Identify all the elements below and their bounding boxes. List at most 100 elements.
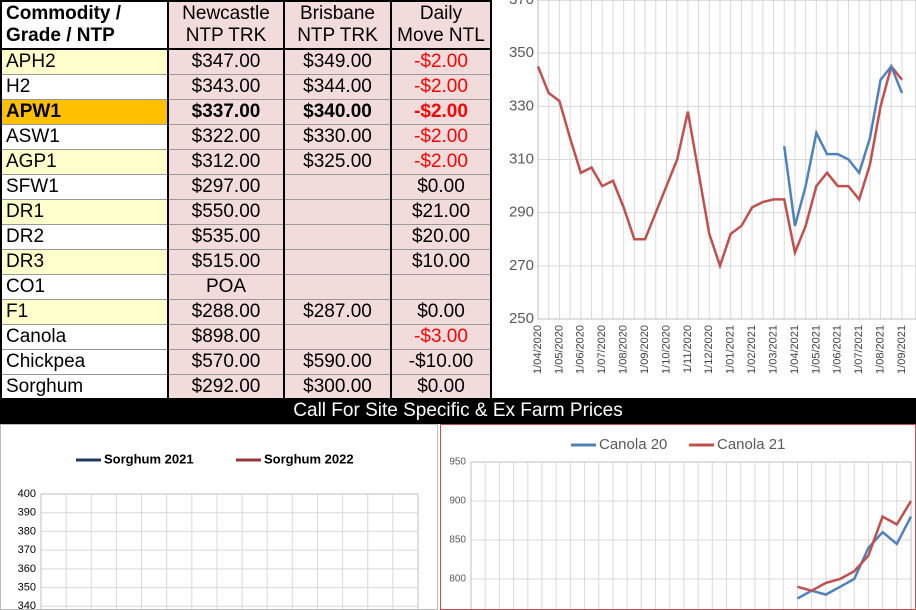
y-tick-label: 350 — [18, 581, 36, 593]
x-tick-label: 1/05/2021 — [810, 325, 822, 374]
table-row: ASW1 $322.00 $330.00 -$2.00 — [0, 124, 492, 150]
brisbane-cell: $349.00 — [283, 48, 392, 75]
x-tick-label: 1/05/2020 — [553, 325, 565, 374]
newcastle-cell: $347.00 — [167, 48, 285, 75]
header-row: Commodity / Grade / NTP Newcastle NTP TRK… — [0, 0, 492, 50]
brisbane-cell: $287.00 — [283, 299, 392, 325]
newcastle-cell: $292.00 — [167, 374, 285, 401]
move-cell: $10.00 — [390, 249, 492, 275]
y-tick-label: 330 — [509, 97, 534, 114]
table-row: SFW1 $297.00 $0.00 — [0, 174, 492, 200]
legend-label: Sorghum 2021 — [104, 451, 194, 466]
y-tick-label: 310 — [509, 150, 534, 167]
legend-label: Canola 21 — [717, 436, 785, 453]
newcastle-cell: POA — [167, 274, 285, 300]
y-tick-label: 340 — [18, 600, 36, 610]
grade-cell: APW1 — [0, 99, 169, 125]
grade-cell: DR3 — [0, 249, 169, 275]
brisbane-cell: $590.00 — [283, 349, 392, 375]
series-line — [536, 63, 903, 270]
y-tick-label: 800 — [449, 574, 466, 585]
x-tick-label: 1/07/2020 — [596, 325, 608, 374]
column-header: Commodity / Grade / NTP — [0, 0, 169, 50]
grade-cell: CO1 — [0, 274, 169, 300]
grade-cell: AGP1 — [0, 149, 169, 175]
grade-cell: Canola — [0, 324, 169, 350]
y-tick-label: 380 — [18, 525, 36, 537]
brisbane-cell: $330.00 — [283, 124, 392, 150]
table-row: F1 $288.00 $287.00 $0.00 — [0, 299, 492, 325]
x-tick-label: 1/03/2021 — [767, 325, 779, 374]
column-header: Brisbane NTP TRK — [283, 0, 392, 50]
brisbane-cell — [283, 249, 392, 275]
plot-area — [537, 0, 916, 320]
move-cell: $21.00 — [390, 199, 492, 225]
table-row: DR2 $535.00 $20.00 — [0, 224, 492, 250]
legend-label: Sorghum 2022 — [264, 451, 354, 466]
x-tick-label: 1/07/2021 — [853, 325, 865, 374]
move-cell: $20.00 — [390, 224, 492, 250]
table-row: APW1 $337.00 $340.00 -$2.00 — [0, 99, 492, 125]
price-chart: 250 270 290 310 330 350 370 1/04/2020 1/05/2020 1… — [509, 0, 916, 374]
table-row: APH2 $347.00 $349.00 -$2.00 — [0, 48, 492, 75]
y-tick-label: 950 — [449, 457, 466, 468]
y-tick-label: 900 — [449, 496, 466, 507]
x-tick-label: 1/09/2020 — [639, 325, 651, 374]
series-line — [796, 516, 913, 600]
newcastle-cell: $322.00 — [167, 124, 285, 150]
y-tick-label: 850 — [449, 535, 466, 546]
newcastle-cell: $515.00 — [167, 249, 285, 275]
grade-cell: F1 — [0, 299, 169, 325]
x-tick-label: 1/11/2020 — [682, 325, 694, 373]
newcastle-cell: $312.00 — [167, 149, 285, 175]
brisbane-cell — [283, 174, 392, 200]
x-tick-label: 1/04/2021 — [789, 325, 801, 374]
legend-label: Canola 20 — [599, 436, 667, 453]
brisbane-cell: $340.00 — [283, 99, 392, 125]
x-tick-label: 1/02/2021 — [746, 325, 758, 374]
table-row: CO1 POA — [0, 274, 492, 300]
x-tick-label: 1/08/2021 — [874, 325, 886, 374]
x-tick-label: 1/09/2021 — [896, 325, 908, 374]
y-tick-label: 290 — [509, 204, 534, 221]
brisbane-cell — [283, 199, 392, 225]
table-row: AGP1 $312.00 $325.00 -$2.00 — [0, 149, 492, 175]
brisbane-cell: $325.00 — [283, 149, 392, 175]
y-tick-label: 270 — [509, 257, 534, 274]
x-tick-label: 1/10/2020 — [660, 325, 672, 374]
x-tick-label: 1/06/2020 — [575, 325, 587, 374]
y-tick-label: 360 — [18, 563, 36, 575]
move-cell — [390, 274, 492, 300]
move-cell: -$3.00 — [390, 324, 492, 350]
y-tick-label: 390 — [18, 507, 36, 519]
move-cell: $0.00 — [390, 299, 492, 325]
y-tick-label: 350 — [509, 44, 534, 61]
column-header: Daily Move NTL — [390, 0, 492, 50]
newcastle-cell: $297.00 — [167, 174, 285, 200]
move-cell: -$10.00 — [390, 349, 492, 375]
move-cell: $0.00 — [390, 374, 492, 401]
brisbane-cell — [283, 274, 392, 300]
move-cell: -$2.00 — [390, 149, 492, 175]
grade-cell: Sorghum — [0, 374, 169, 401]
canola-chart: 800 850 900 950 Canola 20 Canola 21 — [440, 424, 916, 610]
newcastle-cell: $288.00 — [167, 299, 285, 325]
newcastle-cell: $343.00 — [167, 74, 285, 100]
grade-cell: ASW1 — [0, 124, 169, 150]
series-line — [782, 64, 904, 227]
move-cell: -$2.00 — [390, 99, 492, 125]
move-cell: -$2.00 — [390, 74, 492, 100]
grade-cell: DR2 — [0, 224, 169, 250]
move-cell: -$2.00 — [390, 48, 492, 75]
x-tick-label: 1/08/2020 — [618, 325, 630, 374]
move-cell: $0.00 — [390, 174, 492, 200]
sorghum-chart: 340 350 360 370 380 390 400 Sorghum 2021 Sorghum… — [0, 424, 438, 610]
table-body: APH2 $347.00 $349.00 -$2.00 H2 $343.00 $344.00… — [0, 48, 492, 401]
newcastle-cell: $550.00 — [167, 199, 285, 225]
grade-cell: H2 — [0, 74, 169, 100]
newcastle-cell: $898.00 — [167, 324, 285, 350]
table-row: DR3 $515.00 $10.00 — [0, 249, 492, 275]
grade-cell: APH2 — [0, 48, 169, 75]
move-cell: -$2.00 — [390, 124, 492, 150]
